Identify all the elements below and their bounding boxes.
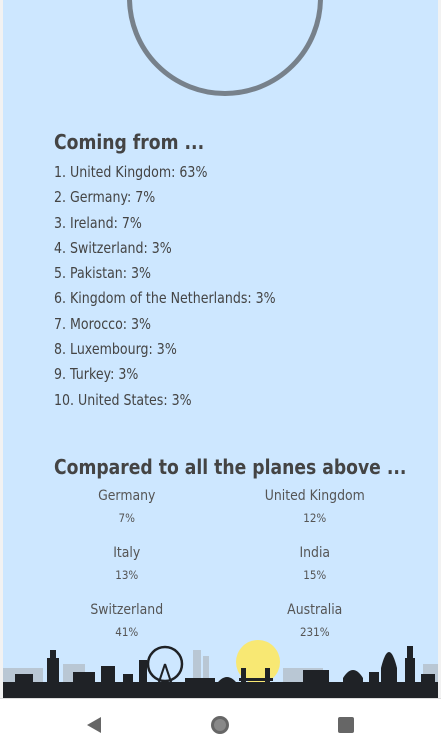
- compared-title: Compared to all the planes above ...: [54, 455, 407, 479]
- list-item: 8. Luxembourg: 3%: [54, 340, 177, 359]
- list-item: 2. Germany: 7%: [54, 188, 156, 207]
- compare-country: Italy: [113, 545, 141, 561]
- foreground-buildings: [3, 645, 438, 698]
- compare-cell: Italy 13%: [33, 543, 221, 587]
- list-item: 6. Kingdom of the Netherlands: 3%: [54, 289, 276, 308]
- list-item: 4. Switzerland: 3%: [54, 238, 172, 257]
- home-circle-icon[interactable]: [208, 713, 232, 737]
- compare-cell: India 15%: [221, 543, 409, 587]
- compare-country: United Kingdom: [264, 488, 365, 504]
- compare-cell: Germany 7%: [33, 486, 221, 530]
- compare-percent: 12%: [302, 511, 326, 525]
- compare-cell: United Kingdom 12%: [221, 486, 409, 530]
- coming-from-list: 1. United Kingdom: 63% 2. Germany: 7% 3.…: [54, 160, 318, 413]
- compare-cell: Switzerland 41%: [33, 600, 221, 644]
- android-navigation-bar: [0, 698, 441, 751]
- app-screen: 30 Coming from ... 1. United Kingdom: 63…: [3, 0, 438, 698]
- compare-percent: 15%: [302, 568, 326, 582]
- coming-from-title: Coming from ...: [54, 130, 205, 154]
- counter-ring: 30: [127, 0, 323, 96]
- compare-country: Switzerland: [90, 602, 164, 618]
- compare-percent: 231%: [299, 625, 330, 639]
- list-item: 3. Ireland: 7%: [54, 213, 142, 232]
- list-item: 5. Pakistan: 3%: [54, 264, 152, 283]
- compare-country: India: [298, 545, 330, 561]
- london-skyline-illustration: [3, 640, 438, 698]
- compare-cell: Australia 231%: [221, 600, 409, 644]
- list-item: 7. Morocco: 3%: [54, 314, 152, 333]
- back-triangle-icon[interactable]: [82, 713, 106, 737]
- compare-percent: 7%: [118, 511, 135, 525]
- list-item: 10. United States: 3%: [54, 390, 192, 409]
- compare-percent: 41%: [115, 625, 139, 639]
- list-item: 1. United Kingdom: 63%: [54, 163, 208, 181]
- compare-country: Germany: [98, 488, 156, 504]
- recents-square-icon[interactable]: [334, 713, 358, 737]
- list-item: 9. Turkey: 3%: [54, 365, 139, 384]
- compare-percent: 13%: [115, 568, 139, 582]
- compared-grid: Germany 7% United Kingdom 12% Italy 13% …: [33, 486, 408, 644]
- compare-country: Australia: [286, 602, 342, 618]
